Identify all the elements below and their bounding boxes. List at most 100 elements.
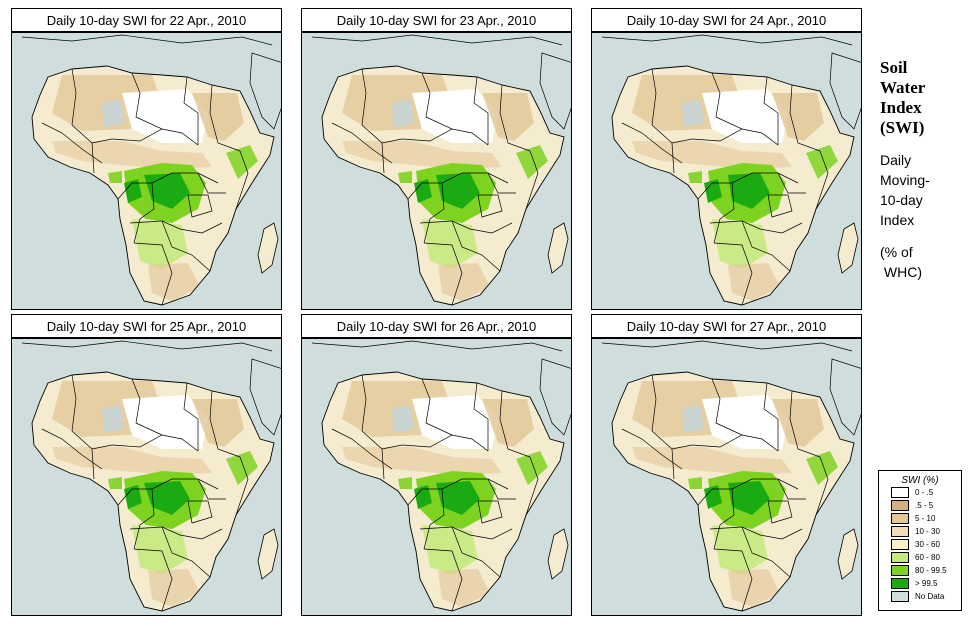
country-border [451,220,501,272]
country-border [473,76,489,145]
country-border [487,478,516,500]
country-border [361,374,403,450]
country-border [451,526,501,578]
country-border [183,76,199,145]
country-border [713,548,753,612]
country-border [133,242,173,306]
swi-region [226,145,258,179]
country-border [133,488,155,550]
country-border [423,488,445,550]
swi-region [772,399,824,447]
arabia-outline [829,358,861,436]
side-sub-line: 10-day [880,192,923,208]
country-border [423,182,445,244]
country-border [697,478,799,506]
swi-region [688,171,702,183]
madagascar [257,528,279,580]
swi-region [102,405,124,433]
swi-region [122,395,208,449]
swi-region [482,93,534,141]
map-svg [302,33,571,309]
madagascar [837,222,859,274]
side-title-line: Soil [880,58,908,77]
legend-swatch [891,487,909,498]
country-border [777,172,806,194]
europe-coast [601,340,853,352]
country-border [407,172,509,200]
country-border [789,390,821,458]
country-border [361,68,403,144]
country-border [129,526,223,540]
swi-region [772,93,824,141]
country-border [763,382,779,451]
legend-label: 10 - 30 [915,527,940,536]
arabia-outline [539,358,571,436]
swi-region [398,477,412,489]
africa-map [591,338,862,616]
swi-region [516,145,548,179]
country-border [713,242,753,306]
country-border [187,194,213,218]
country-border [419,526,513,540]
country-border [713,488,735,550]
country-border [651,68,693,144]
legend-label: 5 - 10 [915,514,936,523]
coastline [31,371,275,612]
swi-region [438,569,490,607]
swi-region [438,263,490,301]
madagascar [257,222,279,274]
map-svg [12,339,281,615]
madagascar [837,528,859,580]
swi-regions [52,381,258,607]
legend-item: 5 - 10 [879,512,961,525]
panel-title: Daily 10-day SWI for 27 Apr., 2010 [591,314,862,338]
legend-label: 0 - .5 [915,488,934,497]
swi-region [412,89,498,143]
country-border [767,194,793,218]
country-border [713,182,735,244]
swi-region [422,525,478,575]
legend-swatch [891,578,909,589]
swi-region [702,89,788,143]
europe-coast [21,340,273,352]
swi-region [148,263,200,301]
arabia-outline [539,52,571,130]
swi-region [124,485,142,509]
country-border [209,390,241,458]
swi-regions [342,381,548,607]
map-svg [12,33,281,309]
swi-region [516,451,548,485]
side-sub-line: Moving- [880,172,930,188]
country-border [477,194,503,218]
country-border [709,526,803,540]
madagascar [547,222,569,274]
africa-map [301,338,572,616]
swi-regions [342,75,548,301]
country-border [421,72,453,130]
africa-map [11,32,282,310]
europe-coast [311,340,563,352]
country-border [621,122,683,164]
swi-region [806,451,838,485]
swi-region [392,405,414,433]
legend-swatch [891,565,909,576]
swi-region [806,145,838,179]
side-title-line: Water [880,78,926,97]
madagascar [547,528,569,580]
swi-region [728,173,770,209]
swi-region [682,405,704,433]
legend-swatch [891,539,909,550]
swi-region [392,99,414,127]
country-border [71,68,113,144]
country-border [331,122,393,164]
legend-label: .5 - 5 [915,501,934,510]
country-border [117,172,219,200]
country-border [815,456,829,516]
arabia-outline [829,52,861,130]
panel-title: Daily 10-day SWI for 26 Apr., 2010 [301,314,572,338]
map-svg [302,339,571,615]
legend-title: SWI (%) [901,475,939,486]
swi-region [704,485,722,509]
side-units: (% of WHC) [880,242,922,282]
legend-swatch [891,552,909,563]
